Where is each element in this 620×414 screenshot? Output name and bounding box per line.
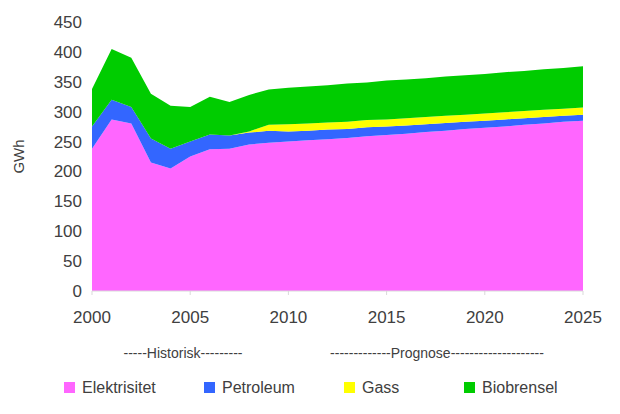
y-tick-label: 450 bbox=[54, 13, 82, 32]
annotation: -----Historisk--------- bbox=[124, 345, 243, 361]
x-tick bbox=[190, 291, 191, 295]
legend-swatch bbox=[344, 382, 355, 393]
x-axis-line bbox=[92, 291, 583, 292]
annotation: -------------Prognose-------------------… bbox=[330, 345, 544, 361]
x-tick bbox=[583, 291, 584, 295]
y-tick-label: 400 bbox=[54, 43, 82, 62]
legend-label: Gass bbox=[362, 379, 399, 396]
y-tick-label: 250 bbox=[54, 133, 82, 152]
legend-swatch bbox=[464, 382, 475, 393]
legend-label: Biobrensel bbox=[482, 379, 558, 396]
legend-label: Petroleum bbox=[222, 379, 295, 396]
y-tick-label: 100 bbox=[54, 222, 82, 241]
y-tick-label: 0 bbox=[73, 282, 82, 301]
plot-area bbox=[92, 49, 583, 291]
legend-swatch bbox=[64, 382, 75, 393]
chart: 0 50 100 150 200 250 300 350 400 450 2000 2005 2010 2… bbox=[0, 0, 620, 414]
area-series bbox=[92, 49, 583, 149]
y-tick-label: 150 bbox=[54, 192, 82, 211]
x-tick bbox=[386, 291, 387, 295]
legend-label: Elektrisitet bbox=[82, 379, 156, 396]
x-tick bbox=[484, 291, 485, 295]
x-tick bbox=[288, 291, 289, 295]
x-tick-label: 2005 bbox=[171, 308, 209, 327]
x-tick-label: 2000 bbox=[73, 308, 111, 327]
x-tick bbox=[92, 291, 93, 295]
x-tick-label: 2020 bbox=[466, 308, 504, 327]
y-tick-label: 350 bbox=[54, 73, 82, 92]
x-tick-label: 2025 bbox=[564, 308, 602, 327]
y-tick-label: 300 bbox=[54, 103, 82, 122]
legend-swatch bbox=[204, 382, 215, 393]
y-tick-label: 50 bbox=[63, 252, 82, 271]
y-axis-label: GWh bbox=[10, 139, 27, 173]
y-tick-label: 200 bbox=[54, 162, 82, 181]
x-tick-label: 2015 bbox=[368, 308, 406, 327]
x-tick-label: 2010 bbox=[269, 308, 307, 327]
